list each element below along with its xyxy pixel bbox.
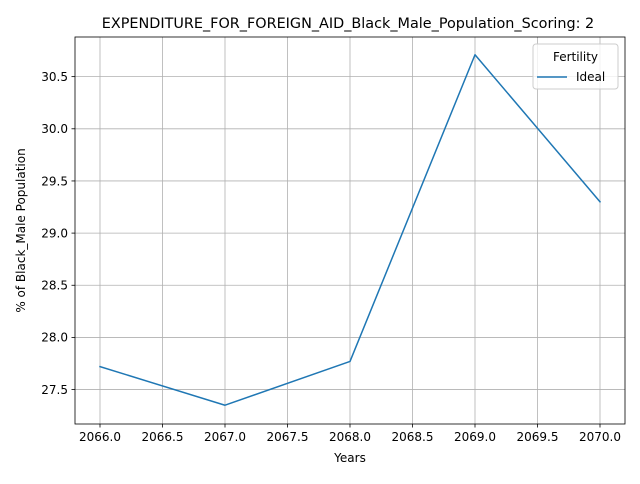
series-line-ideal: [99, 53, 602, 406]
x-tick-label: 2070.0: [579, 430, 621, 444]
y-tick-label: 30.5: [41, 70, 68, 84]
y-tick-label: 30.0: [41, 122, 68, 136]
x-tick-label: 2067.0: [204, 430, 246, 444]
x-tick-label: 2069.5: [517, 430, 559, 444]
x-tick-label: 2066.0: [79, 430, 121, 444]
x-axis-label: Years: [333, 451, 366, 465]
x-axis-ticks: 2066.0 2066.5 2067.0 2067.5 2068.0 2068.5 2069…: [79, 424, 621, 444]
y-tick-label: 29.0: [41, 226, 68, 240]
x-tick-label: 2068.0: [329, 430, 371, 444]
y-tick-label: 29.5: [41, 174, 68, 188]
x-tick-label: 2066.5: [142, 430, 184, 444]
legend: Fertility Ideal: [532, 43, 619, 90]
y-axis-label: % of Black_Male Population: [14, 148, 28, 312]
series-layer: [99, 53, 602, 406]
legend-title: Fertility: [553, 50, 598, 64]
x-tick-label: 2069.0: [454, 430, 496, 444]
y-tick-label: 27.5: [41, 383, 68, 397]
chart-title: EXPENDITURE_FOR_FOREIGN_AID_Black_Male_P…: [102, 16, 594, 32]
y-axis-ticks: 27.5 28.0 28.5 29.0 29.5 30.0 30.5: [41, 70, 75, 397]
y-tick-label: 28.5: [41, 279, 68, 293]
y-tick-label: 28.0: [41, 331, 68, 345]
x-tick-label: 2068.5: [392, 430, 434, 444]
x-tick-label: 2067.5: [267, 430, 309, 444]
legend-label-ideal: Ideal: [576, 70, 605, 84]
grid: [75, 37, 625, 424]
